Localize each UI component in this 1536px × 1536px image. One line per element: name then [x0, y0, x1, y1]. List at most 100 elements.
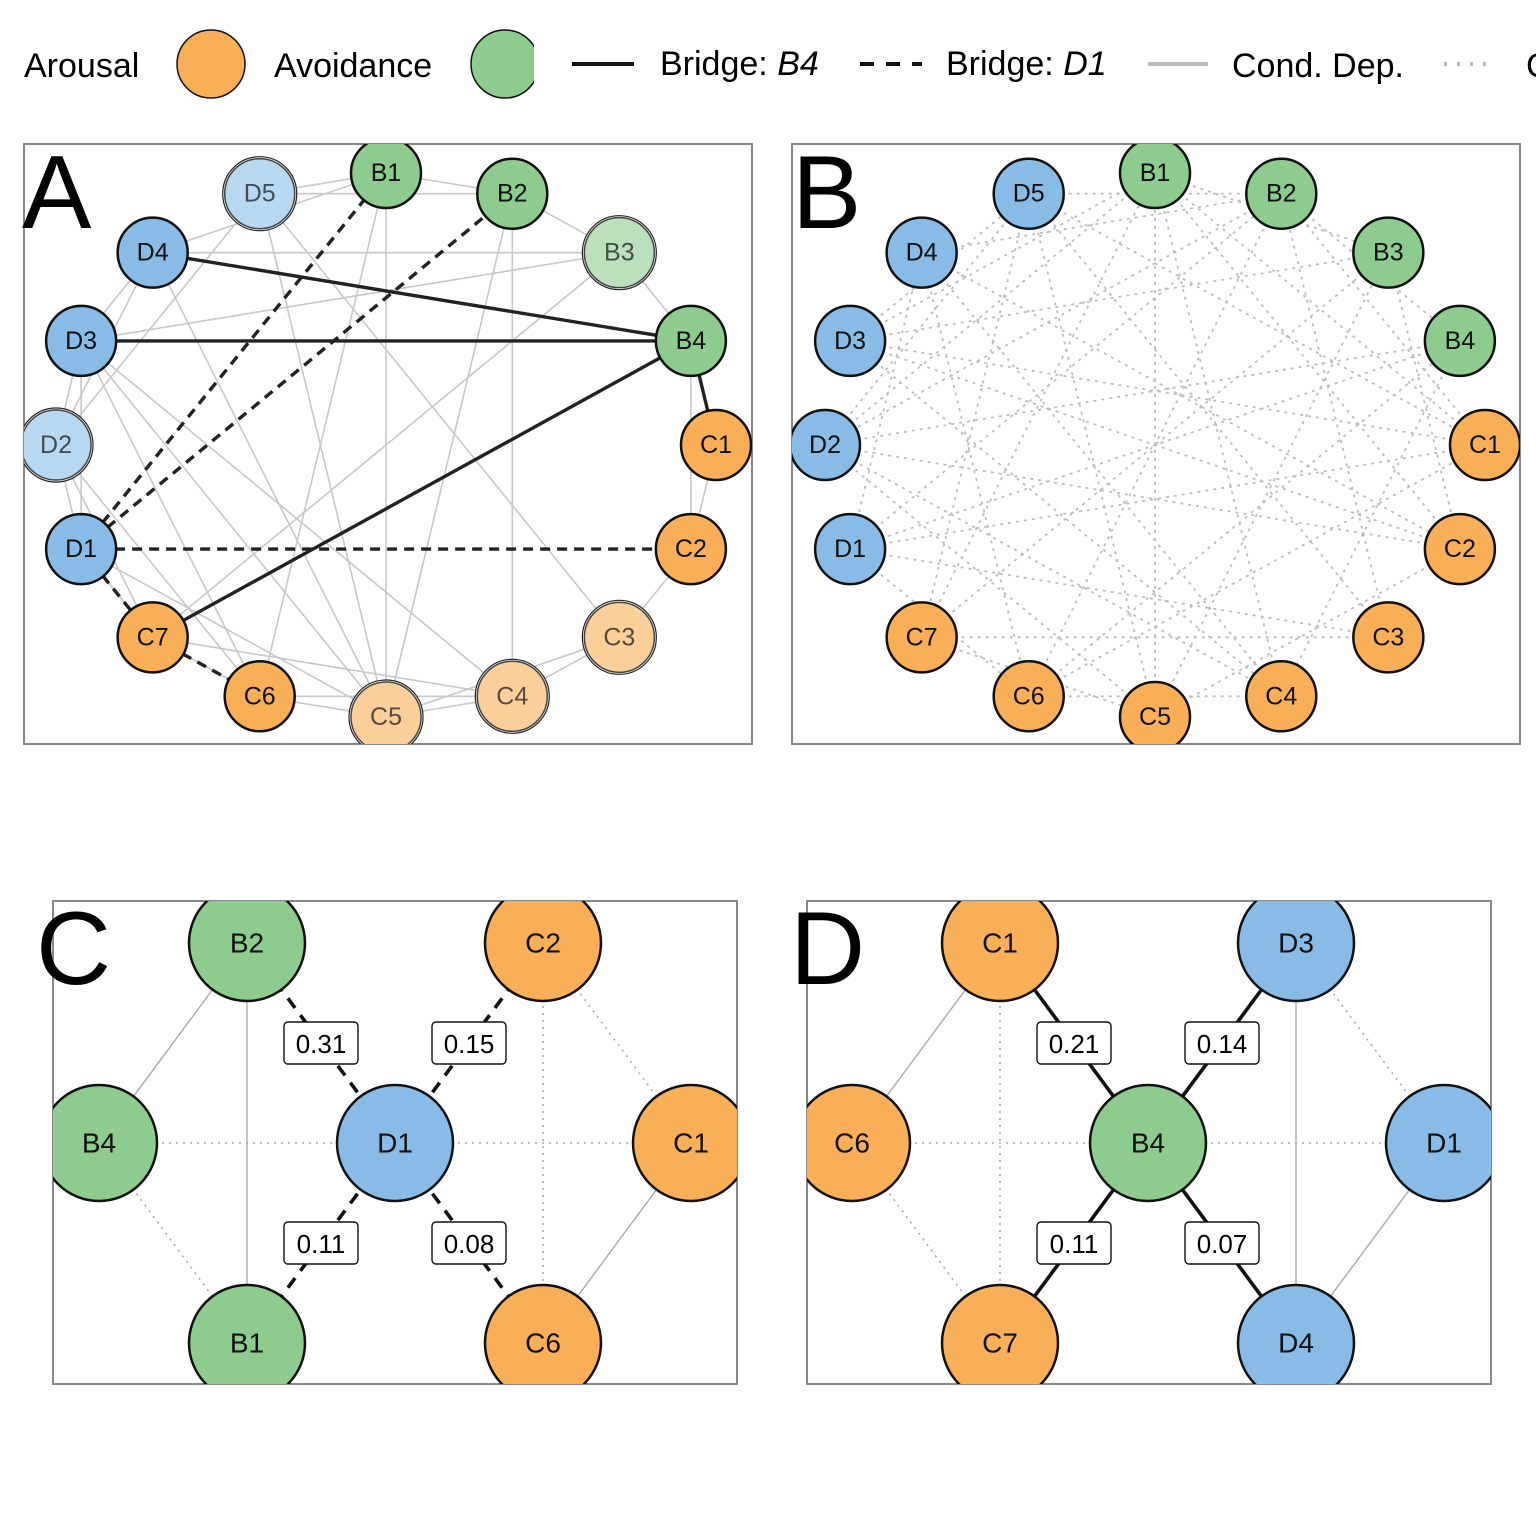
svg-text:0.15: 0.15: [444, 1029, 495, 1059]
edge-dotted: [849, 340, 1486, 446]
svg-text:0.14: 0.14: [1197, 1029, 1248, 1059]
node-c3: C3: [1352, 601, 1425, 674]
legend-label-cond-dep: Cond. Dep.: [1232, 47, 1404, 85]
edge-bridge-d1-b2: [80, 192, 514, 551]
node-b4: B4: [654, 304, 728, 378]
node-d1: D1: [1384, 1083, 1491, 1203]
node-label-b1: B1: [371, 159, 402, 187]
node-c7: C7: [885, 601, 958, 674]
node-d4: D4: [116, 216, 189, 289]
node-d4: D4: [1236, 1283, 1356, 1384]
node-label-d3: D3: [834, 327, 866, 355]
node-label-c5: C5: [370, 703, 402, 731]
node-c6: C6: [483, 1283, 603, 1384]
node-label-d3: D3: [1278, 928, 1314, 959]
node-label-c1: C1: [982, 928, 1018, 959]
node-label-c6: C6: [834, 1128, 870, 1159]
node-b4: B4: [1088, 1083, 1208, 1203]
node-label-b1: B1: [230, 1328, 264, 1359]
node-c5: C5: [1118, 680, 1192, 744]
node-b1: B1: [1118, 144, 1192, 210]
legend-label-arousal: Arousal: [24, 47, 139, 85]
node-label-c7: C7: [982, 1328, 1018, 1359]
node-label-c1: C1: [700, 431, 732, 459]
node-label-b4: B4: [1445, 327, 1476, 355]
node-label-d1: D1: [65, 535, 97, 563]
node-c1: C1: [631, 1083, 737, 1203]
node-c2: C2: [654, 512, 728, 586]
edge-dotted: [1028, 192, 1486, 446]
panel-a-letter: A: [22, 135, 92, 251]
edge-dotted: [1028, 193, 1390, 638]
edge-dotted: [1028, 444, 1486, 698]
node-d3: D3: [813, 304, 887, 378]
edge-light: [385, 193, 514, 718]
panel-d: C1 D3 C6 B4 D1 C7 D4 0.21 0.14 0.11 0.07 D: [790, 891, 1492, 1385]
edge-dotted: [824, 192, 1282, 446]
edge-light: [151, 252, 387, 718]
edge-dotted: [849, 193, 1282, 550]
svg-text:0.11: 0.11: [1050, 1229, 1099, 1259]
weight-label-d4: 0.07: [1184, 1221, 1260, 1265]
edge-dotted: [1154, 252, 1390, 718]
legend: Arousal Avoidance Bridge: B4 Bridge: D1 Cond…: [24, 29, 1536, 99]
node-c1: C1: [679, 408, 752, 482]
edge-dotted: [849, 548, 1030, 697]
node-c4: C4: [1245, 660, 1318, 733]
node-d3: D3: [1236, 901, 1356, 1003]
edge-light: [258, 193, 387, 718]
edge-dotted: [849, 340, 1282, 697]
edge-dotted: [1027, 193, 1156, 718]
node-label-c7: C7: [137, 623, 169, 651]
panel-a: B1 B2 B3 B4 C1 C2 C3 C4 C5 C6 C7 D1 D2 D3 D4 D5 A: [22, 135, 753, 745]
edge-dotted: [849, 548, 1389, 639]
edge-light: [152, 636, 513, 698]
node-label-c5: C5: [1139, 703, 1171, 731]
node-c1: C1: [940, 901, 1060, 1003]
node-label-b2: B2: [1266, 180, 1297, 208]
node-c6: C6: [223, 660, 296, 733]
svg-text:0.31: 0.31: [296, 1029, 347, 1059]
panel-c: B2 C2 B4 D1 C1 B1 C6 0.31 0.15 0.11 0.08 C: [36, 891, 738, 1385]
node-label-d5: D5: [244, 180, 276, 208]
node-label-b2: B2: [230, 928, 264, 959]
node-d4: D4: [885, 216, 958, 289]
weight-label-b2: 0.31: [283, 1021, 359, 1065]
node-label-d4: D4: [906, 239, 938, 267]
weight-label-c7: 0.11: [1036, 1221, 1112, 1265]
edge-bridge-b4-d4: [152, 250, 692, 343]
node-d2: D2: [792, 408, 862, 482]
edge-bridge-d1-b1: [79, 171, 388, 551]
edge-dotted: [849, 444, 1486, 550]
node-d1: D1: [44, 512, 118, 586]
weight-label-c6: 0.08: [431, 1221, 507, 1265]
node-c6: C6: [992, 660, 1065, 733]
node-c7: C7: [116, 601, 189, 674]
node-label-b3: B3: [1373, 239, 1404, 267]
node-c1: C1: [1448, 408, 1520, 482]
svg-text:0.08: 0.08: [444, 1229, 495, 1259]
edge-dotted: [1028, 340, 1461, 697]
node-label-c2: C2: [675, 535, 707, 563]
node-b2: B2: [476, 157, 549, 230]
legend-swatch-avoidance: [470, 29, 534, 99]
edge-dotted: [849, 251, 1389, 342]
edge-light: [80, 340, 261, 697]
weight-label-c2: 0.15: [431, 1021, 507, 1065]
node-b2: B2: [187, 901, 307, 1003]
panel-c-letter: C: [36, 891, 111, 1007]
weight-label-b1: 0.11: [283, 1221, 359, 1265]
edge-bridge-b4-c7: [151, 339, 692, 639]
node-c6: C6: [807, 1083, 912, 1203]
node-label-c2: C2: [525, 928, 561, 959]
node-label-c1: C1: [673, 1128, 709, 1159]
edge-light: [55, 444, 261, 697]
node-label-b2: B2: [497, 180, 528, 208]
edge-dotted: [1154, 172, 1283, 697]
node-d2: D2: [24, 407, 94, 483]
svg-text:0.21: 0.21: [1049, 1029, 1100, 1059]
node-b3: B3: [1352, 216, 1425, 289]
edge-light: [80, 340, 387, 718]
edge-dotted: [1154, 172, 1389, 254]
node-d1: D1: [335, 1083, 455, 1203]
